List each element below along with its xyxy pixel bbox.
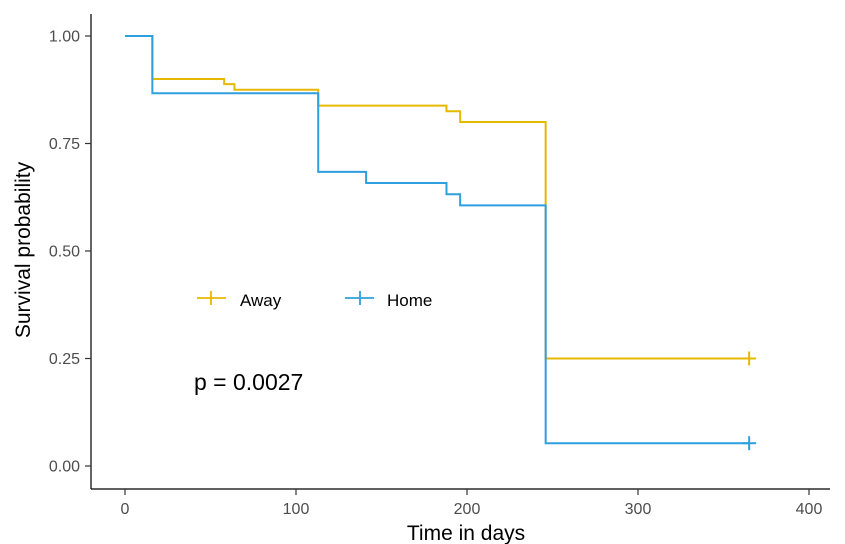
y-tick-label: 1.00 (49, 29, 80, 46)
legend-item-away: Away (197, 291, 282, 310)
x-tick-label: 0 (121, 501, 130, 518)
x-tick-label: 300 (625, 501, 652, 518)
y-tick-label: 0.75 (49, 136, 80, 153)
x-tick-label: 200 (454, 501, 481, 518)
censor-mark-home (742, 436, 757, 451)
x-axis-title: Time in days (407, 522, 525, 544)
y-tick-label: 0.25 (49, 351, 80, 368)
ticks-layer: 0 100 200 300 400 0.00 0.25 0.50 0.75 1.00 (49, 29, 823, 519)
y-tick-label: 0.50 (49, 244, 80, 261)
y-tick-label: 0.00 (49, 459, 80, 476)
legend-home-label: Home (387, 291, 432, 310)
series-away-line (125, 35, 750, 360)
series-home-line (125, 35, 750, 445)
censor-mark-away (742, 351, 757, 366)
x-tick-label: 100 (283, 501, 310, 518)
legend-item-home: Home (345, 291, 432, 310)
p-value-annotation: p = 0.0027 (194, 369, 303, 395)
y-axis-title: Survival probability (12, 161, 35, 338)
legend-away-label: Away (240, 291, 282, 310)
series-layer (125, 35, 757, 451)
x-tick-label: 400 (796, 501, 823, 518)
